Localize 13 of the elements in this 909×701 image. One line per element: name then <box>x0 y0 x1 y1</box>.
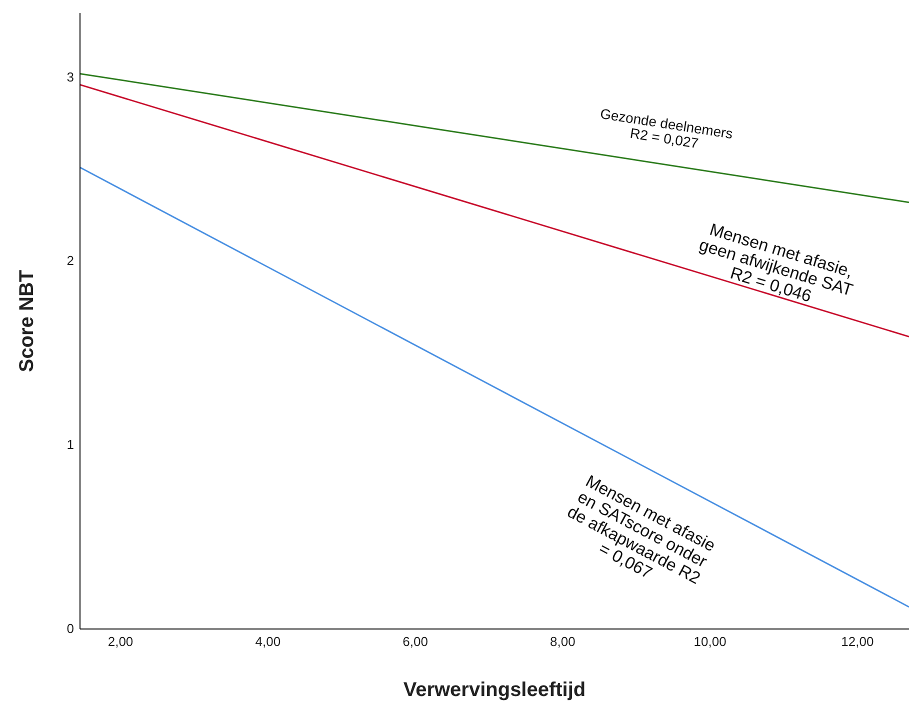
x-tick-label: 12,00 <box>841 634 874 650</box>
y-tick-label: 2 <box>66 253 74 268</box>
y-axis-title: Score NBT <box>16 270 38 372</box>
x-tick-label: 6,00 <box>402 634 428 650</box>
x-tick-label: 10,00 <box>694 634 726 650</box>
x-tick-label: 2,00 <box>108 634 134 650</box>
x-tick-label: 8,00 <box>550 634 576 650</box>
y-tick-label: 1 <box>66 437 74 452</box>
y-tick-label: 0 <box>66 621 74 636</box>
x-axis-title: Verwervingsleeftijd <box>403 679 586 701</box>
annotation: Gezonde deelnemers R2 = 0,027 <box>599 105 734 152</box>
y-tick-label: 3 <box>66 69 74 84</box>
x-tick-label: 4,00 <box>255 634 281 650</box>
